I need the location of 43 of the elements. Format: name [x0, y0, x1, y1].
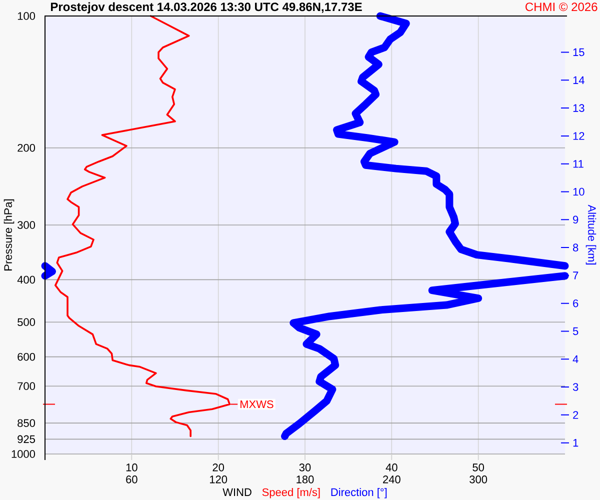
x-axis-title: WIND — [222, 488, 252, 496]
y-tick-label: 300 — [18, 221, 36, 229]
y2-tick-label: 13 — [573, 104, 584, 112]
y2-tick-label: 10 — [573, 188, 584, 196]
y-tick-label: 400 — [17, 276, 36, 284]
y-tick-label: 700 — [18, 382, 36, 390]
y-tick-label: 200 — [18, 144, 36, 152]
y-tick-label: 600 — [18, 352, 36, 361]
y2-tick-label: 15 — [573, 48, 584, 56]
text: Speed [m/s] — [262, 488, 320, 498]
x-tick-label: 40 — [386, 464, 398, 472]
y2-tick-label: 6 — [573, 299, 578, 308]
x2-tick-label: 240 — [383, 476, 400, 484]
y-axis-title: Pressure [hPa] — [4, 199, 14, 270]
y2-tick-label: 9 — [573, 216, 578, 224]
y2-tick-label: 5 — [572, 327, 578, 336]
x-tick-label: 30 — [299, 464, 311, 472]
y2-tick-label: 3 — [572, 383, 578, 391]
x2-tick-label: 60 — [126, 476, 138, 484]
y-tick-label: 1000 — [12, 450, 36, 458]
text: Direction [°] — [331, 488, 387, 498]
x-tick-label: 50 — [472, 464, 484, 472]
y2-axis-title: Altitude [km] — [586, 204, 596, 264]
y2-tick-label: 8 — [573, 244, 578, 252]
y-tick-label: 850 — [18, 419, 36, 427]
y2-tick-label: 1 — [573, 439, 578, 447]
x-tick-label: 20 — [212, 464, 224, 472]
y-tick-label: 100 — [18, 12, 36, 20]
y2-tick-label: 11 — [573, 160, 584, 168]
y-tick-label: 500 — [18, 318, 36, 326]
annotation: MXWS — [240, 400, 274, 408]
y2-tick-label: 12 — [573, 132, 584, 140]
chart-title: Prostejov descent 14.03.2026 13:30 UTC 49.86N,17.73E — [51, 2, 362, 14]
x2-tick-label: 300 — [470, 476, 488, 484]
y2-tick-label: 14 — [573, 76, 584, 84]
y2-tick-label: 4 — [572, 355, 578, 363]
x2-tick-label: 180 — [296, 476, 314, 484]
text: CHMI © 2026 — [526, 2, 598, 12]
y2-tick-label: 7 — [573, 272, 578, 280]
y2-tick-label: 2 — [573, 411, 578, 419]
x-tick-label: 10 — [126, 464, 138, 472]
y-tick-label: 925 — [18, 435, 35, 444]
x2-tick-label: 120 — [210, 476, 228, 484]
